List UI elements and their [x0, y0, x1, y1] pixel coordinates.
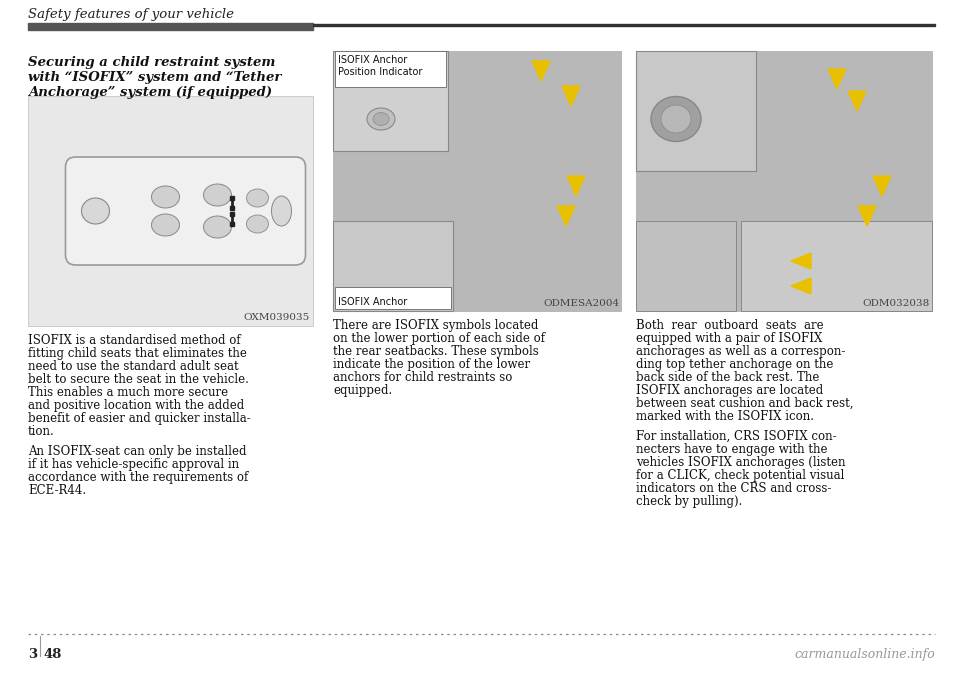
Ellipse shape [373, 112, 389, 126]
Text: Position Indicator: Position Indicator [338, 67, 422, 77]
Bar [28, 96, 313, 326]
Bar [333, 51, 448, 151]
Text: equipped with a pair of ISOFIX: equipped with a pair of ISOFIX [636, 332, 823, 345]
Bar [28, 23, 313, 30]
Text: ISOFIX Anchor: ISOFIX Anchor [338, 55, 407, 65]
Bar [313, 24, 935, 26]
Text: and positive location with the added: and positive location with the added [28, 399, 244, 412]
Text: between seat cushion and back rest,: between seat cushion and back rest, [636, 397, 853, 410]
Ellipse shape [247, 215, 269, 233]
Text: ECE-R44.: ECE-R44. [28, 484, 86, 497]
Text: marked with the ISOFIX icon.: marked with the ISOFIX icon. [636, 410, 814, 423]
Text: ODMESA2004: ODMESA2004 [542, 299, 619, 308]
Text: Safety features of your vehicle: Safety features of your vehicle [28, 8, 234, 21]
Polygon shape [791, 278, 811, 294]
Ellipse shape [152, 214, 180, 236]
Text: carmanualsonline.info: carmanualsonline.info [794, 648, 935, 661]
Text: 48: 48 [44, 648, 62, 661]
Polygon shape [858, 206, 876, 226]
Ellipse shape [367, 108, 395, 130]
Bar [333, 221, 453, 311]
Text: An ISOFIX-seat can only be installed: An ISOFIX-seat can only be installed [28, 445, 247, 458]
Bar [636, 51, 932, 311]
Text: anchorages as well as a correspon-: anchorages as well as a correspon- [636, 345, 846, 358]
Bar [333, 51, 621, 311]
Text: need to use the standard adult seat: need to use the standard adult seat [28, 360, 239, 373]
Text: ODM032038: ODM032038 [863, 299, 930, 308]
Text: with “ISOFIX” system and “Tether: with “ISOFIX” system and “Tether [28, 71, 281, 84]
Text: vehicles ISOFIX anchorages (listen: vehicles ISOFIX anchorages (listen [636, 456, 846, 469]
Text: anchors for child restraints so: anchors for child restraints so [333, 371, 513, 384]
Text: Both  rear  outboard  seats  are: Both rear outboard seats are [636, 319, 824, 332]
Polygon shape [557, 206, 575, 226]
Ellipse shape [272, 196, 292, 226]
Text: 3: 3 [28, 648, 37, 661]
Polygon shape [532, 61, 550, 81]
Text: There are ISOFIX symbols located: There are ISOFIX symbols located [333, 319, 539, 332]
Text: indicators on the CRS and cross-: indicators on the CRS and cross- [636, 482, 831, 495]
Text: fitting child seats that eliminates the: fitting child seats that eliminates the [28, 347, 247, 360]
Text: OXM039035: OXM039035 [244, 313, 310, 322]
Polygon shape [873, 176, 891, 196]
Text: on the lower portion of each side of: on the lower portion of each side of [333, 332, 545, 345]
Polygon shape [848, 91, 866, 111]
Bar [636, 51, 756, 171]
Text: For installation, CRS ISOFIX con-: For installation, CRS ISOFIX con- [636, 430, 836, 443]
Text: for a CLICK, check potential visual: for a CLICK, check potential visual [636, 469, 845, 482]
Text: tion.: tion. [28, 425, 55, 438]
Text: back side of the back rest. The: back side of the back rest. The [636, 371, 820, 384]
Text: ISOFIX anchorages are located: ISOFIX anchorages are located [636, 384, 824, 397]
Bar [335, 287, 451, 309]
Polygon shape [828, 69, 846, 89]
Text: the rear seatbacks. These symbols: the rear seatbacks. These symbols [333, 345, 539, 358]
Text: check by pulling).: check by pulling). [636, 495, 742, 508]
Ellipse shape [661, 105, 691, 133]
Ellipse shape [152, 186, 180, 208]
Text: ding top tether anchorage on the: ding top tether anchorage on the [636, 358, 833, 371]
Polygon shape [791, 253, 811, 269]
Text: Anchorage” system (if equipped): Anchorage” system (if equipped) [28, 86, 272, 99]
Text: accordance with the requirements of: accordance with the requirements of [28, 471, 249, 484]
Text: Securing a child restraint system: Securing a child restraint system [28, 56, 276, 69]
Ellipse shape [82, 198, 109, 224]
Text: This enables a much more secure: This enables a much more secure [28, 386, 228, 399]
Bar [636, 221, 736, 311]
Text: ISOFIX Anchor: ISOFIX Anchor [338, 297, 407, 307]
Ellipse shape [247, 189, 269, 207]
Text: indicate the position of the lower: indicate the position of the lower [333, 358, 530, 371]
Text: ISOFIX is a standardised method of: ISOFIX is a standardised method of [28, 334, 241, 347]
Text: necters have to engage with the: necters have to engage with the [636, 443, 828, 456]
Text: equipped.: equipped. [333, 384, 393, 397]
Polygon shape [567, 176, 585, 196]
Bar [741, 221, 932, 311]
Ellipse shape [651, 97, 701, 141]
Ellipse shape [204, 216, 231, 238]
Text: benefit of easier and quicker installa-: benefit of easier and quicker installa- [28, 412, 251, 425]
Polygon shape [562, 86, 580, 106]
Text: if it has vehicle-specific approval in: if it has vehicle-specific approval in [28, 458, 239, 471]
FancyBboxPatch shape [65, 157, 305, 265]
Ellipse shape [204, 184, 231, 206]
Bar [335, 51, 446, 87]
Text: belt to secure the seat in the vehicle.: belt to secure the seat in the vehicle. [28, 373, 249, 386]
